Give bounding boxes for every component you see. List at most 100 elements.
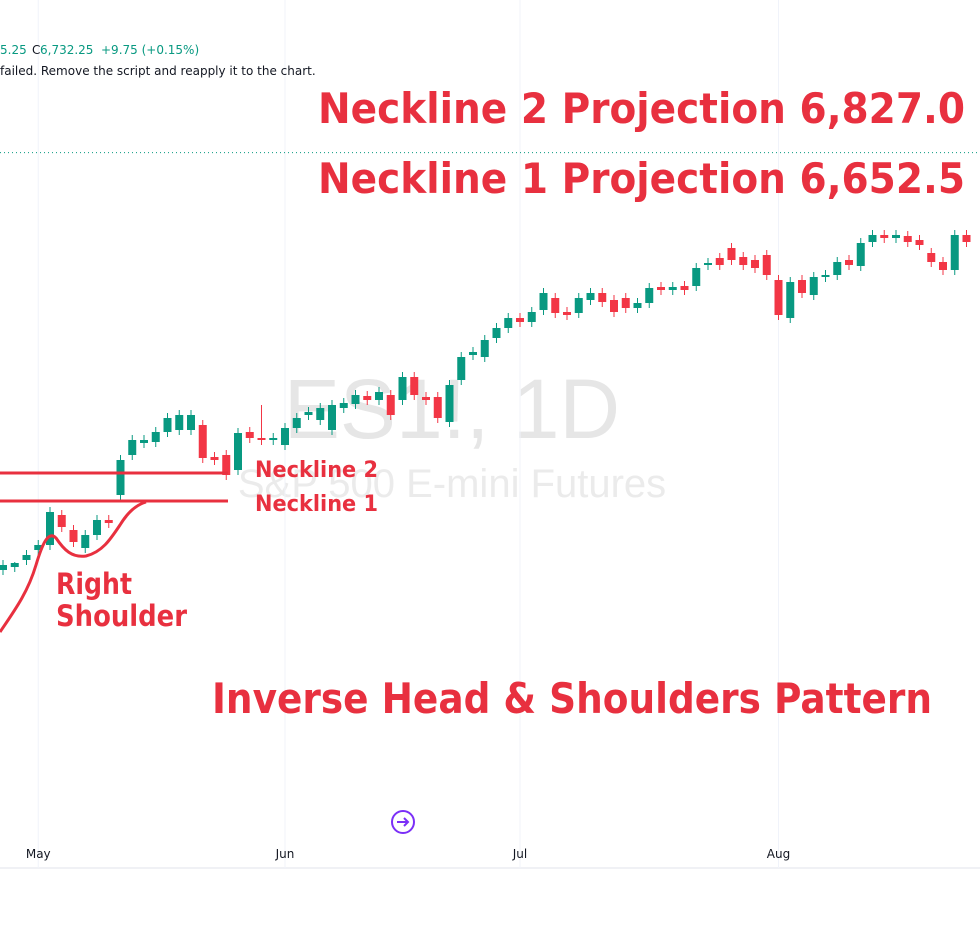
candle-body: [93, 520, 101, 535]
script-error: failed. Remove the script and reapply it…: [0, 64, 316, 78]
candle-body: [527, 312, 536, 322]
replay-icon[interactable]: [391, 810, 415, 834]
candle-body: [175, 415, 184, 430]
candle-body: [962, 235, 971, 242]
neckline-1-label: Neckline 1: [255, 492, 378, 517]
candle-body: [445, 385, 454, 422]
candle-body: [786, 282, 795, 318]
candle-body: [104, 520, 113, 523]
candle-body: [69, 530, 78, 542]
candle-body: [774, 280, 783, 315]
icon-arrow[interactable]: [397, 817, 410, 827]
candle-body: [339, 403, 348, 408]
x-tick-label: Jun: [275, 847, 295, 861]
header-change: +9.75 (+0.15%): [101, 43, 199, 57]
candle-body: [598, 293, 607, 302]
candle-body: [363, 396, 372, 400]
candle-body: [328, 405, 336, 430]
candle-body: [704, 263, 712, 265]
candle-body: [668, 287, 677, 290]
candle-body: [727, 248, 736, 260]
x-tick-label: Aug: [767, 847, 790, 861]
candle-body: [821, 275, 830, 277]
candle-body: [903, 236, 912, 242]
candle-body: [633, 303, 642, 308]
candle-body: [610, 300, 618, 312]
candle-body: [586, 293, 595, 300]
candle-body: [621, 298, 630, 308]
candles: [0, 152, 980, 575]
candle-body: [0, 565, 7, 570]
candle-body: [516, 318, 524, 322]
candle-body: [351, 395, 360, 404]
projection-2: Neckline 2 Projection 6,827.0: [318, 84, 965, 133]
candle-body: [46, 512, 54, 545]
candle-body: [257, 438, 266, 440]
candle-body: [469, 352, 477, 355]
candle-body: [809, 277, 818, 295]
candle-body: [645, 288, 654, 303]
candle-body: [868, 235, 877, 242]
candle-body: [574, 298, 583, 313]
candle-body: [833, 262, 842, 275]
candle-body: [880, 235, 889, 238]
projection-1: Neckline 1 Projection 6,652.5: [318, 154, 965, 203]
candle-body: [433, 397, 442, 418]
candle-body: [234, 433, 242, 470]
candle-body: [551, 298, 560, 313]
candle-body: [939, 262, 947, 270]
watermark-description: S&P 500 E-mini Futures: [238, 462, 666, 506]
candle-body: [375, 392, 383, 400]
shoulder-label: Shoulder: [56, 599, 188, 633]
candle-body: [422, 397, 430, 400]
candle-body: [751, 260, 759, 268]
header-open: 5.25: [0, 43, 27, 57]
x-tick-label: May: [26, 847, 51, 861]
candle-body: [504, 318, 513, 328]
pattern-label: Inverse Head & Shoulders Pattern: [212, 674, 932, 723]
candle-body: [915, 240, 924, 245]
header-close-prefix: C: [32, 43, 40, 57]
candle-body: [410, 377, 419, 395]
candle-body: [798, 280, 806, 293]
candle-body: [563, 312, 571, 315]
candle-body: [927, 253, 936, 262]
candle-body: [715, 258, 724, 265]
candle-body: [304, 412, 313, 415]
candle-body: [81, 535, 90, 548]
candle-body: [398, 377, 407, 400]
candle-body: [480, 340, 489, 357]
candle-body: [762, 255, 771, 275]
candle-body: [128, 440, 137, 455]
candle-body: [281, 428, 289, 445]
candle-body: [245, 432, 254, 438]
candle-body: [739, 257, 748, 265]
candle-body: [386, 395, 395, 415]
candle-body: [198, 425, 207, 458]
candle-body: [187, 415, 195, 430]
candle-body: [892, 235, 900, 238]
candle-body: [151, 432, 160, 442]
candle-body: [116, 460, 125, 495]
candle-body: [657, 287, 665, 290]
x-tick-label: Jul: [512, 847, 527, 861]
candle-body: [210, 457, 219, 460]
candle-body: [316, 408, 325, 420]
candle-body: [140, 440, 148, 443]
candle-body: [457, 357, 466, 380]
candle-body: [292, 418, 301, 428]
candle-body: [163, 418, 172, 432]
candle-body: [22, 555, 31, 560]
candle-body: [492, 328, 501, 338]
candle-body: [680, 286, 689, 290]
candle-body: [845, 260, 853, 265]
neckline-2-label: Neckline 2: [255, 458, 378, 483]
candle-body: [950, 235, 959, 270]
candle-body: [222, 455, 231, 475]
candle-body: [34, 545, 43, 550]
shoulder-label: Right: [56, 567, 132, 601]
candle-body: [539, 293, 548, 310]
candle-body: [10, 563, 19, 567]
